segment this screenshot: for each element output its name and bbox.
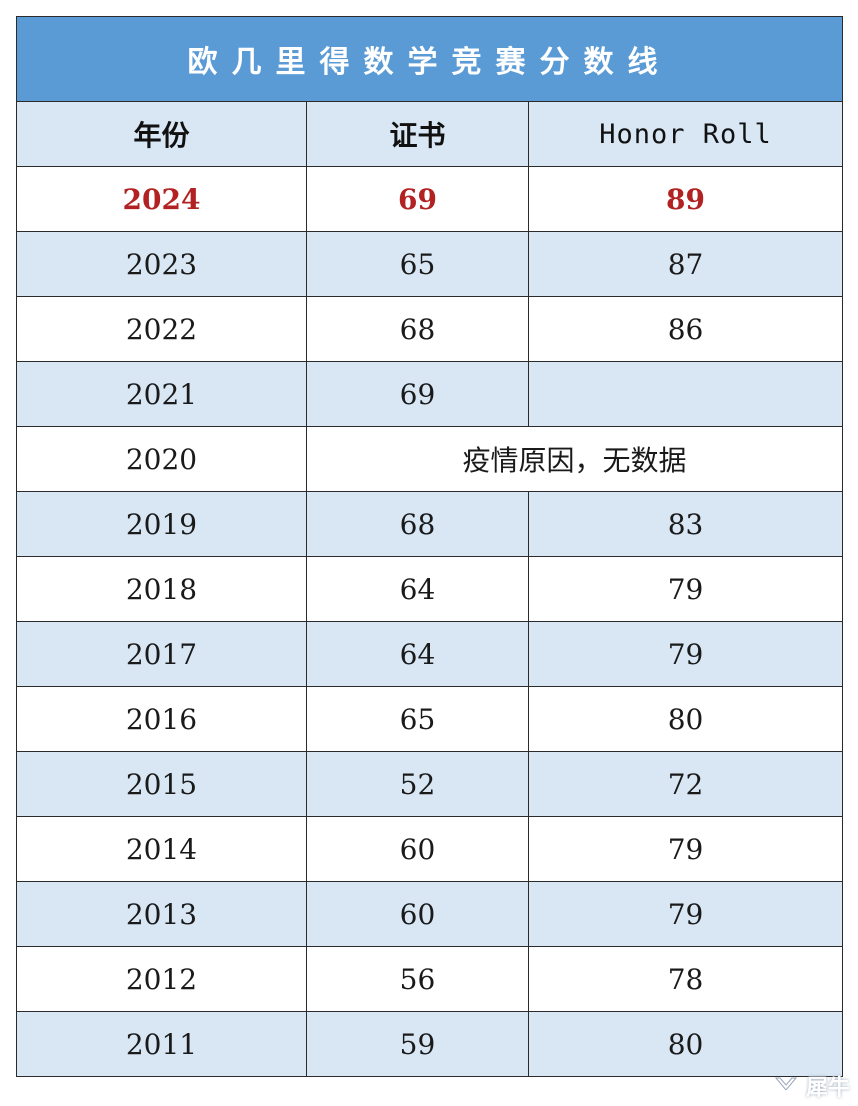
honor-roll-cell: 80	[527, 686, 844, 752]
year-cell: 2021	[16, 361, 307, 427]
no-data-note: 疫情原因，无数据	[305, 426, 844, 492]
table-row: 2012 56 78	[16, 946, 844, 1012]
honor-roll-cell: 79	[527, 881, 844, 947]
table-row: 2023 65 87	[16, 231, 844, 297]
year-cell: 2018	[16, 556, 307, 622]
honor-roll-cell: 79	[527, 621, 844, 687]
certificate-cell: 65	[306, 686, 529, 752]
score-table-container: 欧几里得数学竞赛分数线 年份 证书 Honor Roll 2024 69 89 …	[15, 16, 844, 1077]
certificate-cell: 56	[306, 946, 529, 1012]
honor-roll-cell: 89	[527, 166, 844, 232]
year-cell: 2013	[16, 881, 307, 947]
year-cell: 2020	[16, 426, 307, 492]
certificate-cell: 60	[306, 816, 529, 882]
honor-roll-cell: 72	[527, 751, 844, 817]
year-cell: 2016	[16, 686, 307, 752]
year-cell: 2017	[16, 621, 307, 687]
year-cell: 2024	[16, 166, 307, 232]
certificate-cell: 69	[306, 361, 529, 427]
table-row: 2017 64 79	[16, 621, 844, 687]
certificate-cell: 69	[306, 166, 529, 232]
score-table: 欧几里得数学竞赛分数线 年份 证书 Honor Roll 2024 69 89 …	[15, 16, 844, 1077]
year-cell: 2022	[16, 296, 307, 362]
year-cell: 2019	[16, 491, 307, 557]
header-year: 年份	[16, 101, 307, 167]
certificate-cell: 64	[306, 621, 529, 687]
table-title: 欧几里得数学竞赛分数线	[15, 16, 844, 102]
table-row: 2011 59 80	[16, 1011, 844, 1077]
year-cell: 2023	[16, 231, 307, 297]
logo-icon	[774, 1074, 804, 1098]
header-honor-roll: Honor Roll	[527, 101, 844, 167]
watermark-text: 犀牛	[805, 1076, 850, 1101]
year-cell: 2011	[16, 1011, 307, 1077]
honor-roll-cell: 78	[527, 946, 844, 1012]
year-cell: 2015	[16, 751, 307, 817]
certificate-cell: 59	[306, 1011, 529, 1077]
honor-roll-cell: 87	[527, 231, 844, 297]
certificate-cell: 68	[306, 296, 529, 362]
header-certificate: 证书	[306, 101, 529, 167]
table-row: 2020 疫情原因，无数据	[16, 426, 844, 492]
watermark: 犀牛	[774, 1070, 850, 1102]
table-row: 2015 52 72	[16, 751, 844, 817]
table-row: 2018 64 79	[16, 556, 844, 622]
certificate-cell: 52	[306, 751, 529, 817]
table-row: 2014 60 79	[16, 816, 844, 882]
honor-roll-cell: 80	[527, 1011, 844, 1077]
honor-roll-cell: 83	[527, 491, 844, 557]
table-row: 2022 68 86	[16, 296, 844, 362]
honor-roll-cell	[527, 361, 844, 427]
table-row: 2021 69	[16, 361, 844, 427]
year-cell: 2014	[16, 816, 307, 882]
certificate-cell: 65	[306, 231, 529, 297]
certificate-cell: 60	[306, 881, 529, 947]
table-row: 2024 69 89	[16, 166, 844, 232]
certificate-cell: 64	[306, 556, 529, 622]
table-row: 2013 60 79	[16, 881, 844, 947]
year-cell: 2012	[16, 946, 307, 1012]
table-row: 2016 65 80	[16, 686, 844, 752]
header-row: 年份 证书 Honor Roll	[16, 101, 844, 167]
honor-roll-cell: 86	[527, 296, 844, 362]
honor-roll-cell: 79	[527, 816, 844, 882]
certificate-cell: 68	[306, 491, 529, 557]
honor-roll-cell: 79	[527, 556, 844, 622]
table-row: 2019 68 83	[16, 491, 844, 557]
